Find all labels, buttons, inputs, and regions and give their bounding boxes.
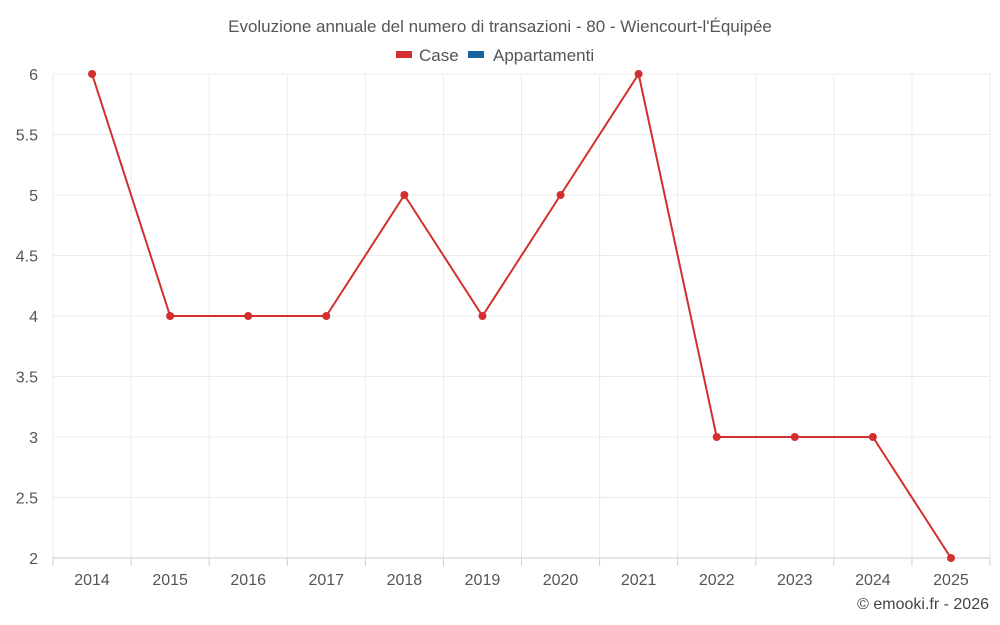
x-tick-label: 2018 xyxy=(387,572,423,589)
x-tick-label: 2021 xyxy=(621,572,657,589)
y-tick-label: 3 xyxy=(29,430,38,447)
y-tick-label: 4 xyxy=(29,309,38,326)
legend-label-appartamenti: Appartamenti xyxy=(493,46,594,65)
y-tick-label: 5.5 xyxy=(16,128,38,145)
x-tick-label: 2024 xyxy=(855,572,891,589)
legend-label-case: Case xyxy=(419,46,459,65)
legend-item-appartamenti[interactable]: Appartamenti xyxy=(468,46,594,65)
series-line xyxy=(91,73,952,559)
x-tick-label: 2025 xyxy=(933,572,969,589)
series-case xyxy=(88,70,955,562)
y-tick-label: 2.5 xyxy=(16,491,38,508)
credit: © emooki.fr - 2026 xyxy=(857,596,989,613)
data-point[interactable] xyxy=(634,70,643,78)
data-point[interactable] xyxy=(244,312,253,320)
data-point[interactable] xyxy=(88,70,97,78)
data-point[interactable] xyxy=(400,191,409,199)
y-tick-label: 3.5 xyxy=(16,370,38,387)
data-point[interactable] xyxy=(946,554,955,562)
legend-item-case[interactable]: Case xyxy=(396,46,459,65)
y-tick-label: 6 xyxy=(29,67,38,84)
chart-title: Evoluzione annuale del numero di transaz… xyxy=(228,17,772,36)
data-point[interactable] xyxy=(868,433,877,441)
x-axis: 2014 2015 2016 2017 2018 2019 2020 2021 2022 2023… xyxy=(52,557,991,589)
data-point[interactable] xyxy=(790,433,799,441)
x-tick-label: 2016 xyxy=(230,572,266,589)
y-tick-label: 4.5 xyxy=(16,249,38,266)
data-point[interactable] xyxy=(322,312,331,320)
data-point[interactable] xyxy=(166,312,175,320)
x-tick-label: 2023 xyxy=(777,572,813,589)
data-point[interactable] xyxy=(556,191,565,199)
y-tick-label: 5 xyxy=(29,188,38,205)
x-tick-label: 2019 xyxy=(465,572,501,589)
legend-swatch-appartamenti xyxy=(468,51,484,58)
y-axis: 6 5.5 5 4.5 4 3.5 3 2.5 2 xyxy=(16,67,38,568)
x-tick-label: 2017 xyxy=(308,572,344,589)
data-point[interactable] xyxy=(478,312,487,320)
legend: Case Appartamenti xyxy=(396,46,594,65)
x-tick-label: 2020 xyxy=(543,572,579,589)
y-tick-label: 2 xyxy=(29,551,38,568)
legend-swatch-case xyxy=(396,51,412,58)
x-tick-label: 2015 xyxy=(152,572,188,589)
data-point[interactable] xyxy=(712,433,721,441)
x-tick-label: 2022 xyxy=(699,572,735,589)
x-tick-label: 2014 xyxy=(74,572,110,589)
